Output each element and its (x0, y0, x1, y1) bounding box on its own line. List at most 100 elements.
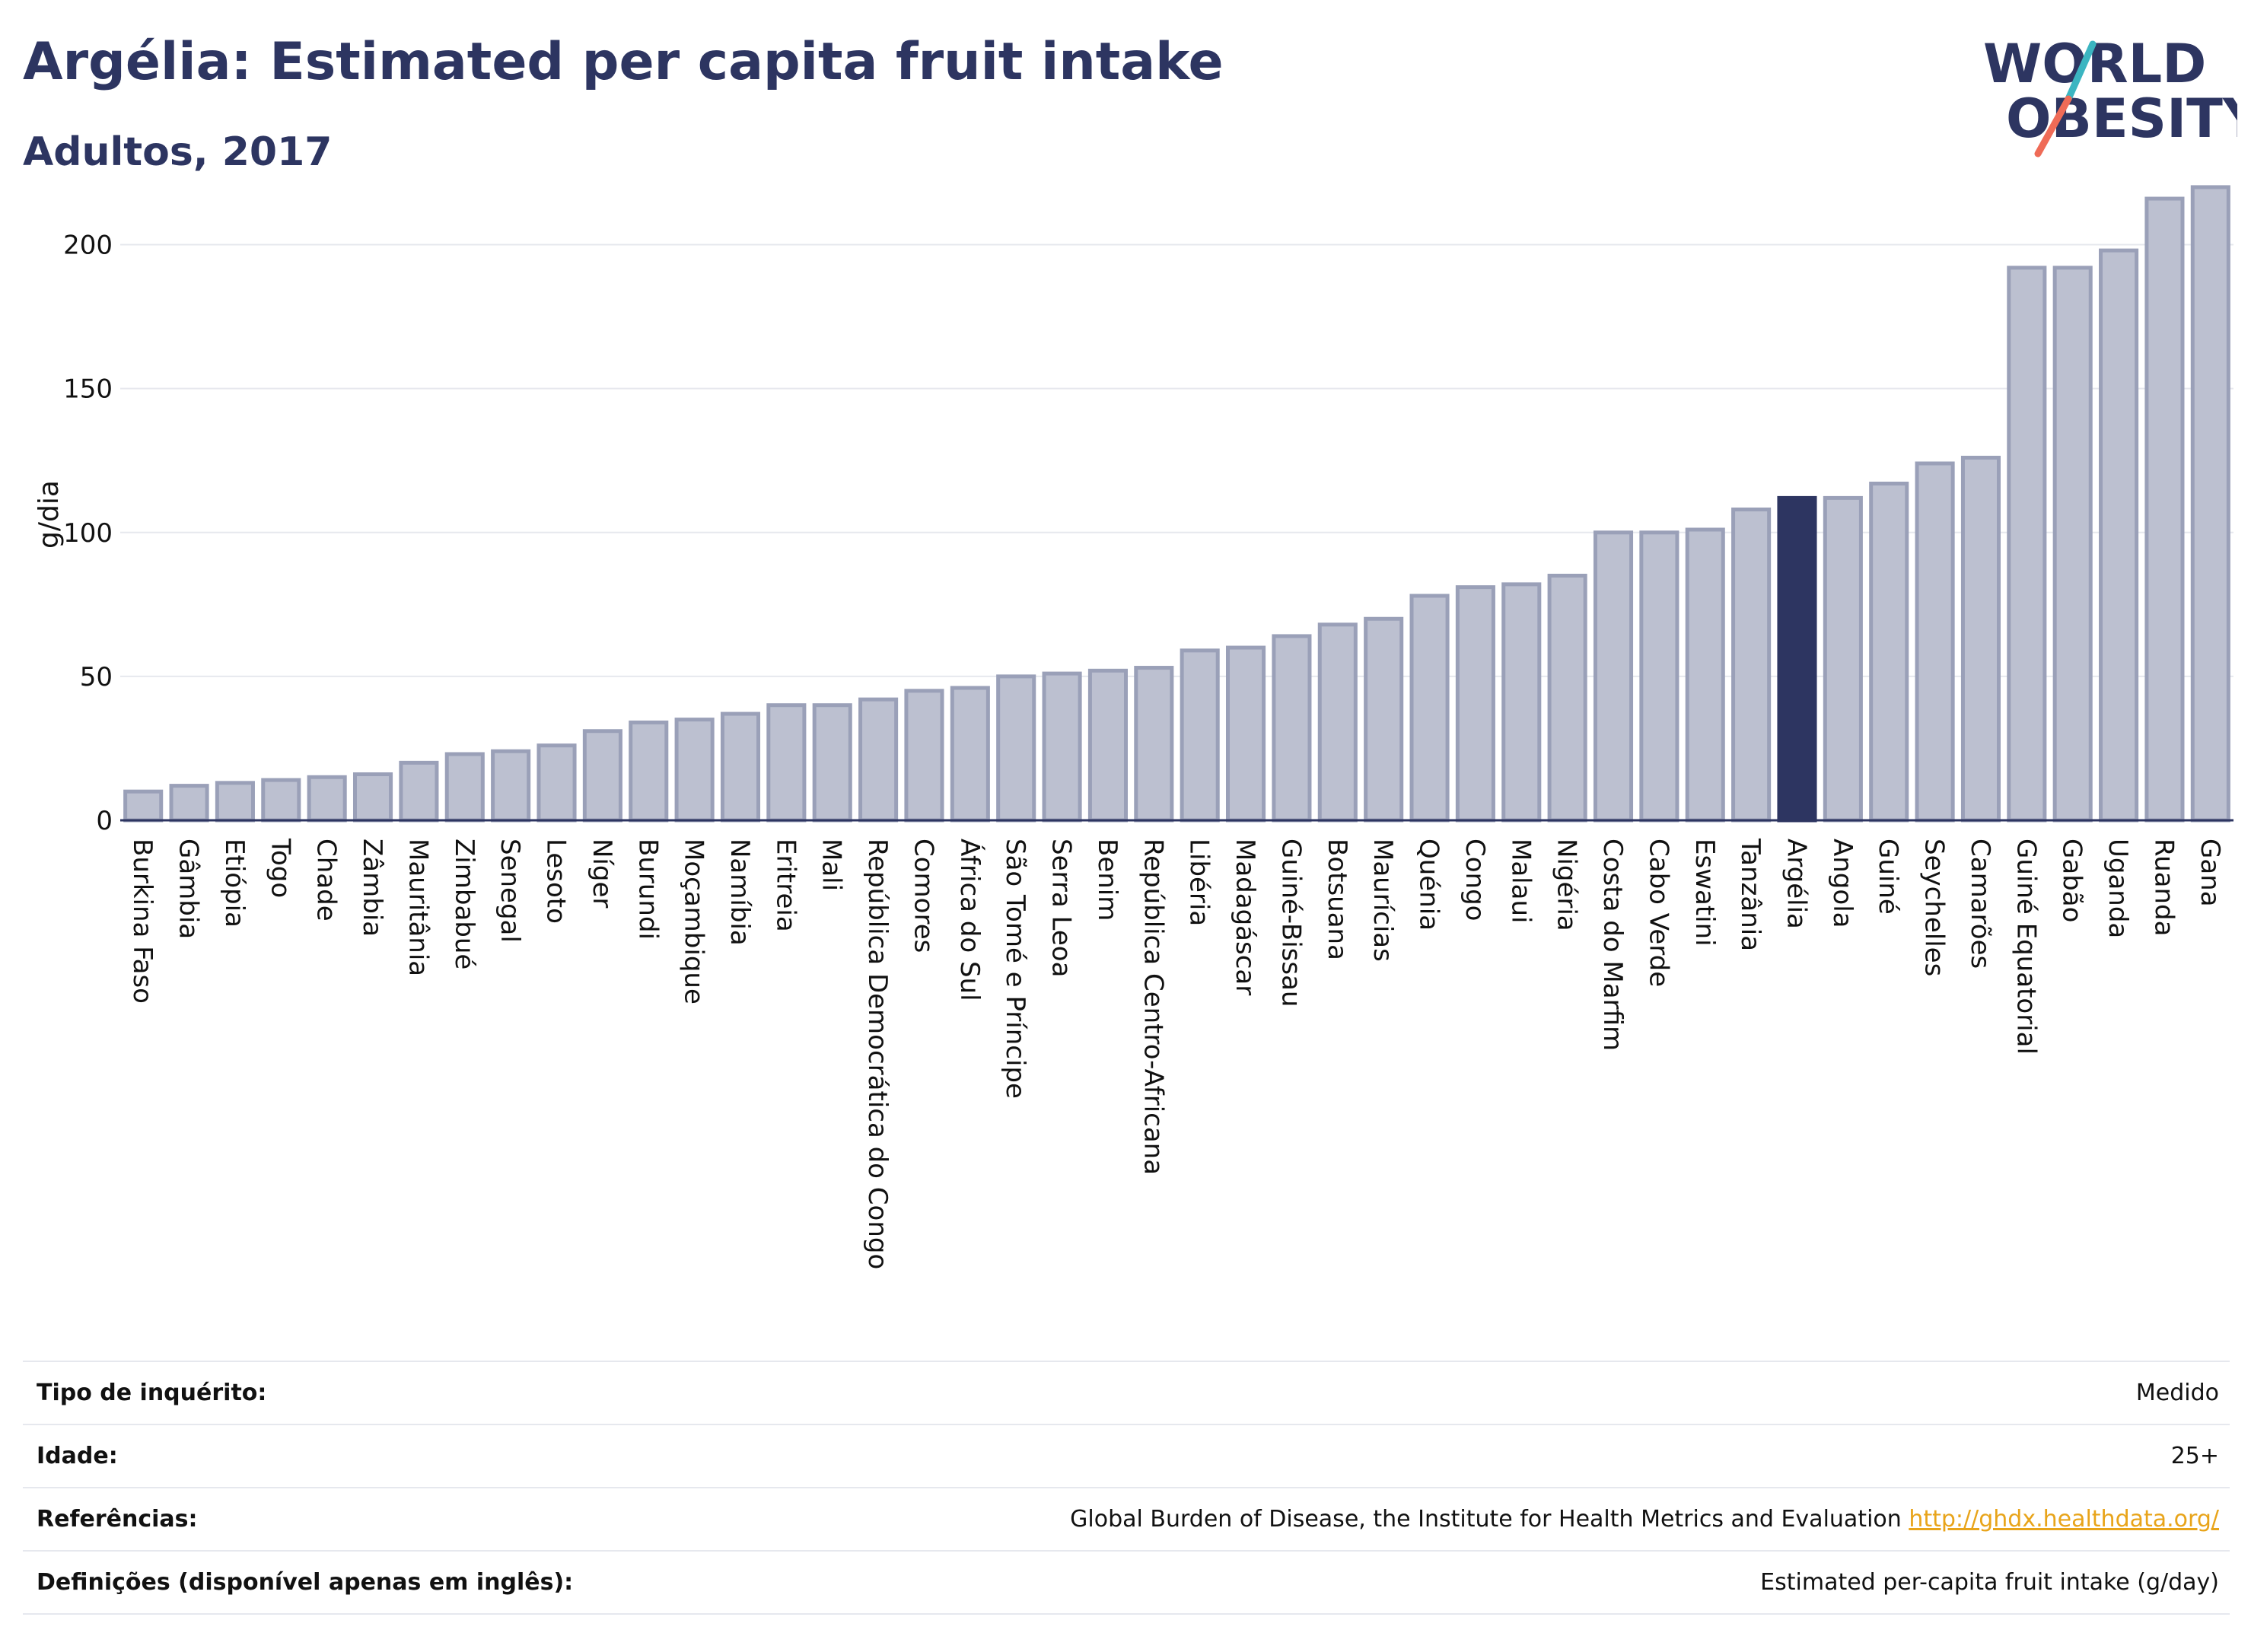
bar (399, 760, 439, 823)
bar (307, 775, 347, 823)
x-tick-label: Costa do Marfim (1597, 839, 1628, 1051)
x-tick-label: Cabo Verde (1643, 839, 1673, 987)
world-obesity-logo: WORLD OBESITY (1983, 33, 2237, 158)
info-value: 25+ (2170, 1443, 2219, 1469)
y-tick-labels: 0 50 100 150 200 (63, 231, 113, 836)
bar-highlighted (1777, 495, 1817, 823)
info-row-age: Idade: 25+ (23, 1424, 2230, 1488)
bar (2052, 266, 2093, 823)
bar (1272, 634, 1312, 823)
x-tick-labels: Burkina Faso Gâmbia Etiópia Togo Chade Zâmbia… (127, 838, 2225, 1269)
bar (1547, 574, 1587, 823)
x-tick-label: Botsuana (1322, 839, 1352, 960)
bar (1317, 622, 1358, 823)
x-tick-label: Camarões (1965, 839, 1995, 969)
x-tick-label: Guiné Equatorial (2011, 839, 2041, 1055)
bar (904, 689, 944, 823)
info-value: Estimated per-capita fruit intake (g/day… (1760, 1569, 2219, 1596)
bar (1087, 668, 1128, 823)
bar (1455, 585, 1495, 823)
x-tick-label: Zâmbia (357, 839, 387, 937)
x-tick-label: Gâmbia (174, 839, 204, 939)
chart-title: Argélia: Estimated per capita fruit inta… (23, 32, 1224, 92)
x-tick-label: África do Sul (954, 839, 985, 1001)
x-tick-label: Níger (587, 839, 617, 908)
x-tick-label: Madagáscar (1230, 839, 1260, 995)
x-tick-label: Togo (265, 838, 295, 898)
bar (720, 711, 761, 823)
x-tick-label: Lesoto (541, 839, 572, 924)
bar (215, 781, 255, 823)
info-key: Tipo de inquérito: (37, 1380, 267, 1406)
bar (674, 718, 715, 823)
x-tick-label: Namíbia (724, 839, 755, 946)
bar (1364, 616, 1404, 823)
x-tick-label: Mali (817, 839, 847, 891)
bar (629, 720, 669, 823)
bar (2190, 185, 2230, 823)
bar (2144, 196, 2185, 823)
y-tick-label: 0 (96, 806, 113, 836)
info-row-survey-type: Tipo de inquérito: Medido (23, 1361, 2230, 1424)
x-tick-label: Maurícias (1367, 839, 1398, 962)
bar (2099, 248, 2139, 823)
bar (1685, 527, 1725, 823)
logo-slash-coral (2034, 95, 2072, 158)
bar (1731, 508, 1772, 823)
x-tick-label: Guiné-Bissau (1275, 839, 1306, 1007)
bar (1915, 461, 1955, 823)
x-tick-label: Libéria (1184, 839, 1215, 926)
bar (1226, 645, 1266, 823)
info-value: Medido (2135, 1380, 2219, 1406)
bar-chart: 0 50 100 150 200 Burkina Faso Gâmbia Etiópia To… (33, 185, 2233, 1269)
bar (2007, 266, 2047, 823)
bar (491, 749, 531, 823)
x-tick-label: República Centro-Africana (1138, 839, 1168, 1175)
x-tick-label: Serra Leoa (1046, 839, 1077, 977)
x-tick-label: Malaui (1505, 839, 1536, 923)
bar (1823, 495, 1863, 823)
x-tick-label: Angola (1827, 839, 1858, 928)
x-tick-label: Burkina Faso (127, 839, 158, 1004)
y-axis-label: g/dia (33, 480, 65, 549)
bar (1134, 666, 1174, 823)
chart-subtitle: Adultos, 2017 (23, 129, 333, 175)
info-table: Tipo de inquérito: Medido Idade: 25+ Ref… (23, 1361, 2230, 1615)
x-tick-label: Zimbabué (449, 839, 479, 969)
x-tick-label: São Tomé e Príncipe (1000, 839, 1030, 1099)
bar (950, 686, 990, 823)
x-tick-label: Tanzânia (1735, 838, 1765, 951)
reference-text: Global Burden of Disease, the Institute … (1070, 1506, 1909, 1533)
bars (123, 185, 2230, 823)
x-tick-label: Gana (2195, 839, 2225, 907)
x-tick-label: Nigéria (1552, 839, 1582, 931)
bar (858, 697, 899, 823)
info-value-references: Global Burden of Disease, the Institute … (734, 1488, 2230, 1551)
bar (536, 743, 577, 823)
bar (1639, 530, 1679, 823)
bar (1409, 594, 1450, 823)
bar (1960, 455, 2001, 823)
bar (766, 703, 807, 823)
info-key: Definições (disponível apenas em inglês)… (37, 1569, 574, 1596)
bar (169, 784, 209, 823)
bar (1869, 481, 1909, 823)
y-tick-label: 50 (80, 662, 113, 692)
bar (444, 752, 485, 823)
x-tick-label: Etiópia (219, 839, 250, 928)
x-tick-label: Guiné (1873, 839, 1903, 915)
bar (261, 778, 301, 823)
x-tick-label: Moçambique (679, 839, 709, 1004)
bar (1593, 530, 1634, 823)
info-row-definitions: Definições (disponível apenas em inglês)… (23, 1551, 2230, 1614)
x-tick-label: Ruanda (2148, 839, 2179, 936)
bar (1042, 671, 1082, 823)
x-tick-label: Chade (311, 839, 342, 921)
x-tick-label: Burundi (632, 839, 663, 940)
reference-link[interactable]: http://ghdx.healthdata.org/ (1909, 1506, 2219, 1533)
x-tick-label: Uganda (2103, 839, 2133, 938)
y-tick-label: 100 (63, 518, 113, 549)
bar (996, 674, 1036, 823)
bar (123, 789, 164, 823)
info-key: Referências: (37, 1506, 198, 1533)
